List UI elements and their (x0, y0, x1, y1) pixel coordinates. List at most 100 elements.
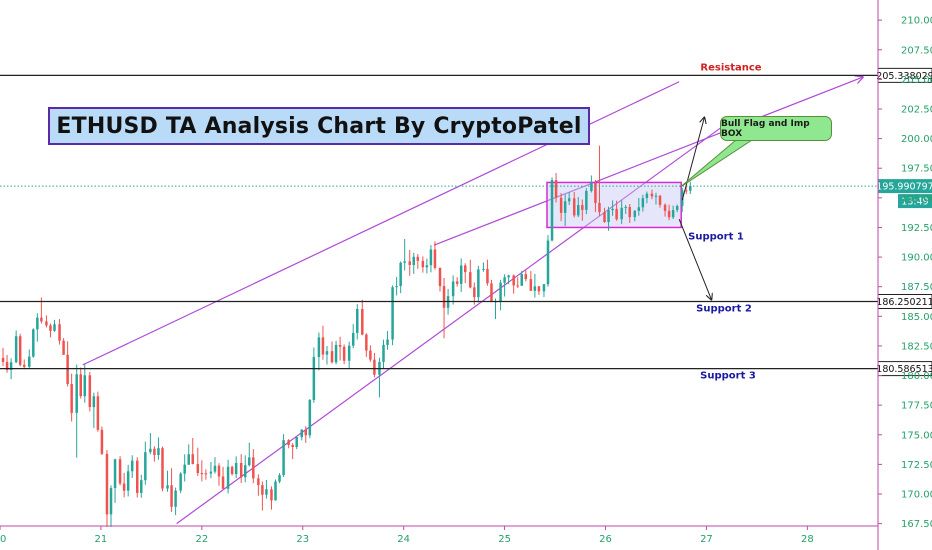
candle-body (79, 374, 82, 397)
candle-body (641, 198, 645, 208)
candle-body (58, 324, 61, 341)
candle-body (325, 351, 329, 355)
candle-body (429, 249, 433, 266)
candle-body (126, 471, 130, 491)
x-tick-label: 25 (498, 534, 511, 545)
candle-body (144, 452, 147, 481)
candle-body (361, 308, 364, 335)
candle-body (516, 285, 519, 287)
candle-body (45, 321, 48, 326)
x-tick-label: 23 (296, 534, 309, 545)
y-tick-label: 200.000000 (901, 134, 932, 145)
candle-body (32, 329, 35, 357)
candle-body (14, 336, 18, 363)
y-tick-label: 167.500000 (901, 519, 932, 530)
candle-body (261, 485, 264, 495)
candle-body (221, 476, 225, 489)
candle-body (187, 454, 190, 465)
y-tick-label: 180.000000 (901, 371, 932, 382)
countdown-tag (898, 194, 932, 209)
candle-body (257, 478, 260, 486)
candle-body (300, 429, 304, 438)
y-tick-label: 172.500000 (901, 460, 932, 471)
candle-body (395, 286, 398, 288)
candle-body (663, 204, 667, 211)
candle-body (603, 212, 606, 223)
candle-body (563, 201, 567, 213)
level-price-label: 180.586513 (876, 364, 932, 375)
candle-body (524, 274, 528, 280)
resistance-arrow (433, 77, 863, 246)
candle-body (66, 354, 69, 384)
candle-body (412, 256, 416, 266)
candle-body (274, 481, 277, 501)
candle-body (62, 340, 65, 355)
candle-body (577, 205, 580, 216)
candle-body (499, 282, 502, 302)
candle-body (312, 357, 316, 400)
candle-body (174, 490, 177, 507)
candle-body (213, 465, 217, 472)
candle-body (75, 374, 78, 413)
candle-body (140, 480, 143, 493)
candle-body (217, 465, 221, 477)
breakout-up-arrow (681, 117, 704, 201)
candle-body (196, 464, 200, 474)
candle-body (473, 287, 476, 298)
candle-body (421, 260, 425, 268)
x-tick-label: 28 (801, 534, 814, 545)
candle-body (559, 197, 563, 213)
breakdown-arrow (678, 218, 711, 300)
candle-body (598, 202, 601, 213)
candle-layer (1, 145, 692, 527)
support-1-label: Support 1 (688, 231, 744, 242)
candle-body (542, 284, 546, 292)
chart-title: ETHUSD TA Analysis Chart By CryptoPatel (56, 113, 582, 139)
candle-body (191, 454, 195, 465)
level-name-label: Resistance (700, 62, 761, 73)
y-tick-label: 207.500000 (901, 45, 932, 56)
candle-body (157, 448, 160, 456)
candle-body (5, 361, 9, 370)
candle-body (92, 396, 96, 408)
candle-body (391, 287, 394, 340)
candle-body (179, 473, 182, 491)
candle-body (130, 460, 134, 472)
y-tick-label: 202.500000 (901, 104, 932, 115)
y-tick-label: 175.000000 (901, 430, 932, 441)
candle-body (317, 337, 321, 358)
candle-body (122, 483, 126, 491)
level-name-label: Support 3 (700, 371, 756, 382)
candle-body (416, 256, 420, 261)
candle-body (645, 193, 649, 199)
callout-text: Bull Flag and Imp BOX (721, 118, 810, 139)
candle-body (567, 198, 571, 202)
candle-body (209, 471, 213, 474)
y-tick-label: 177.500000 (901, 401, 932, 412)
candle-body (675, 206, 679, 211)
candle-body (105, 453, 109, 515)
candle-body (373, 359, 376, 375)
candle-body (667, 210, 671, 218)
candle-body (308, 399, 312, 436)
candle-body (109, 488, 113, 515)
candle-body (689, 186, 692, 191)
countdown-label: 13:49 (901, 197, 928, 208)
candle-body (624, 206, 627, 208)
candle-body (113, 459, 117, 489)
candle-body (287, 440, 290, 445)
candle-body (9, 362, 13, 370)
candle-body (161, 448, 164, 489)
candle-body (550, 180, 554, 241)
x-tick-label: 24 (397, 534, 410, 545)
channel-lower-line (176, 127, 721, 525)
y-tick-label: 195.000000 (901, 193, 932, 204)
candle-body (442, 286, 446, 308)
candle-body (546, 240, 550, 285)
candle-body (459, 265, 463, 284)
current-price-label: 195.990797 (876, 182, 932, 193)
candle-body (438, 267, 442, 287)
level-layer: 195.990797 13:49 205.338029 186.250211 180.5… (0, 67, 932, 377)
